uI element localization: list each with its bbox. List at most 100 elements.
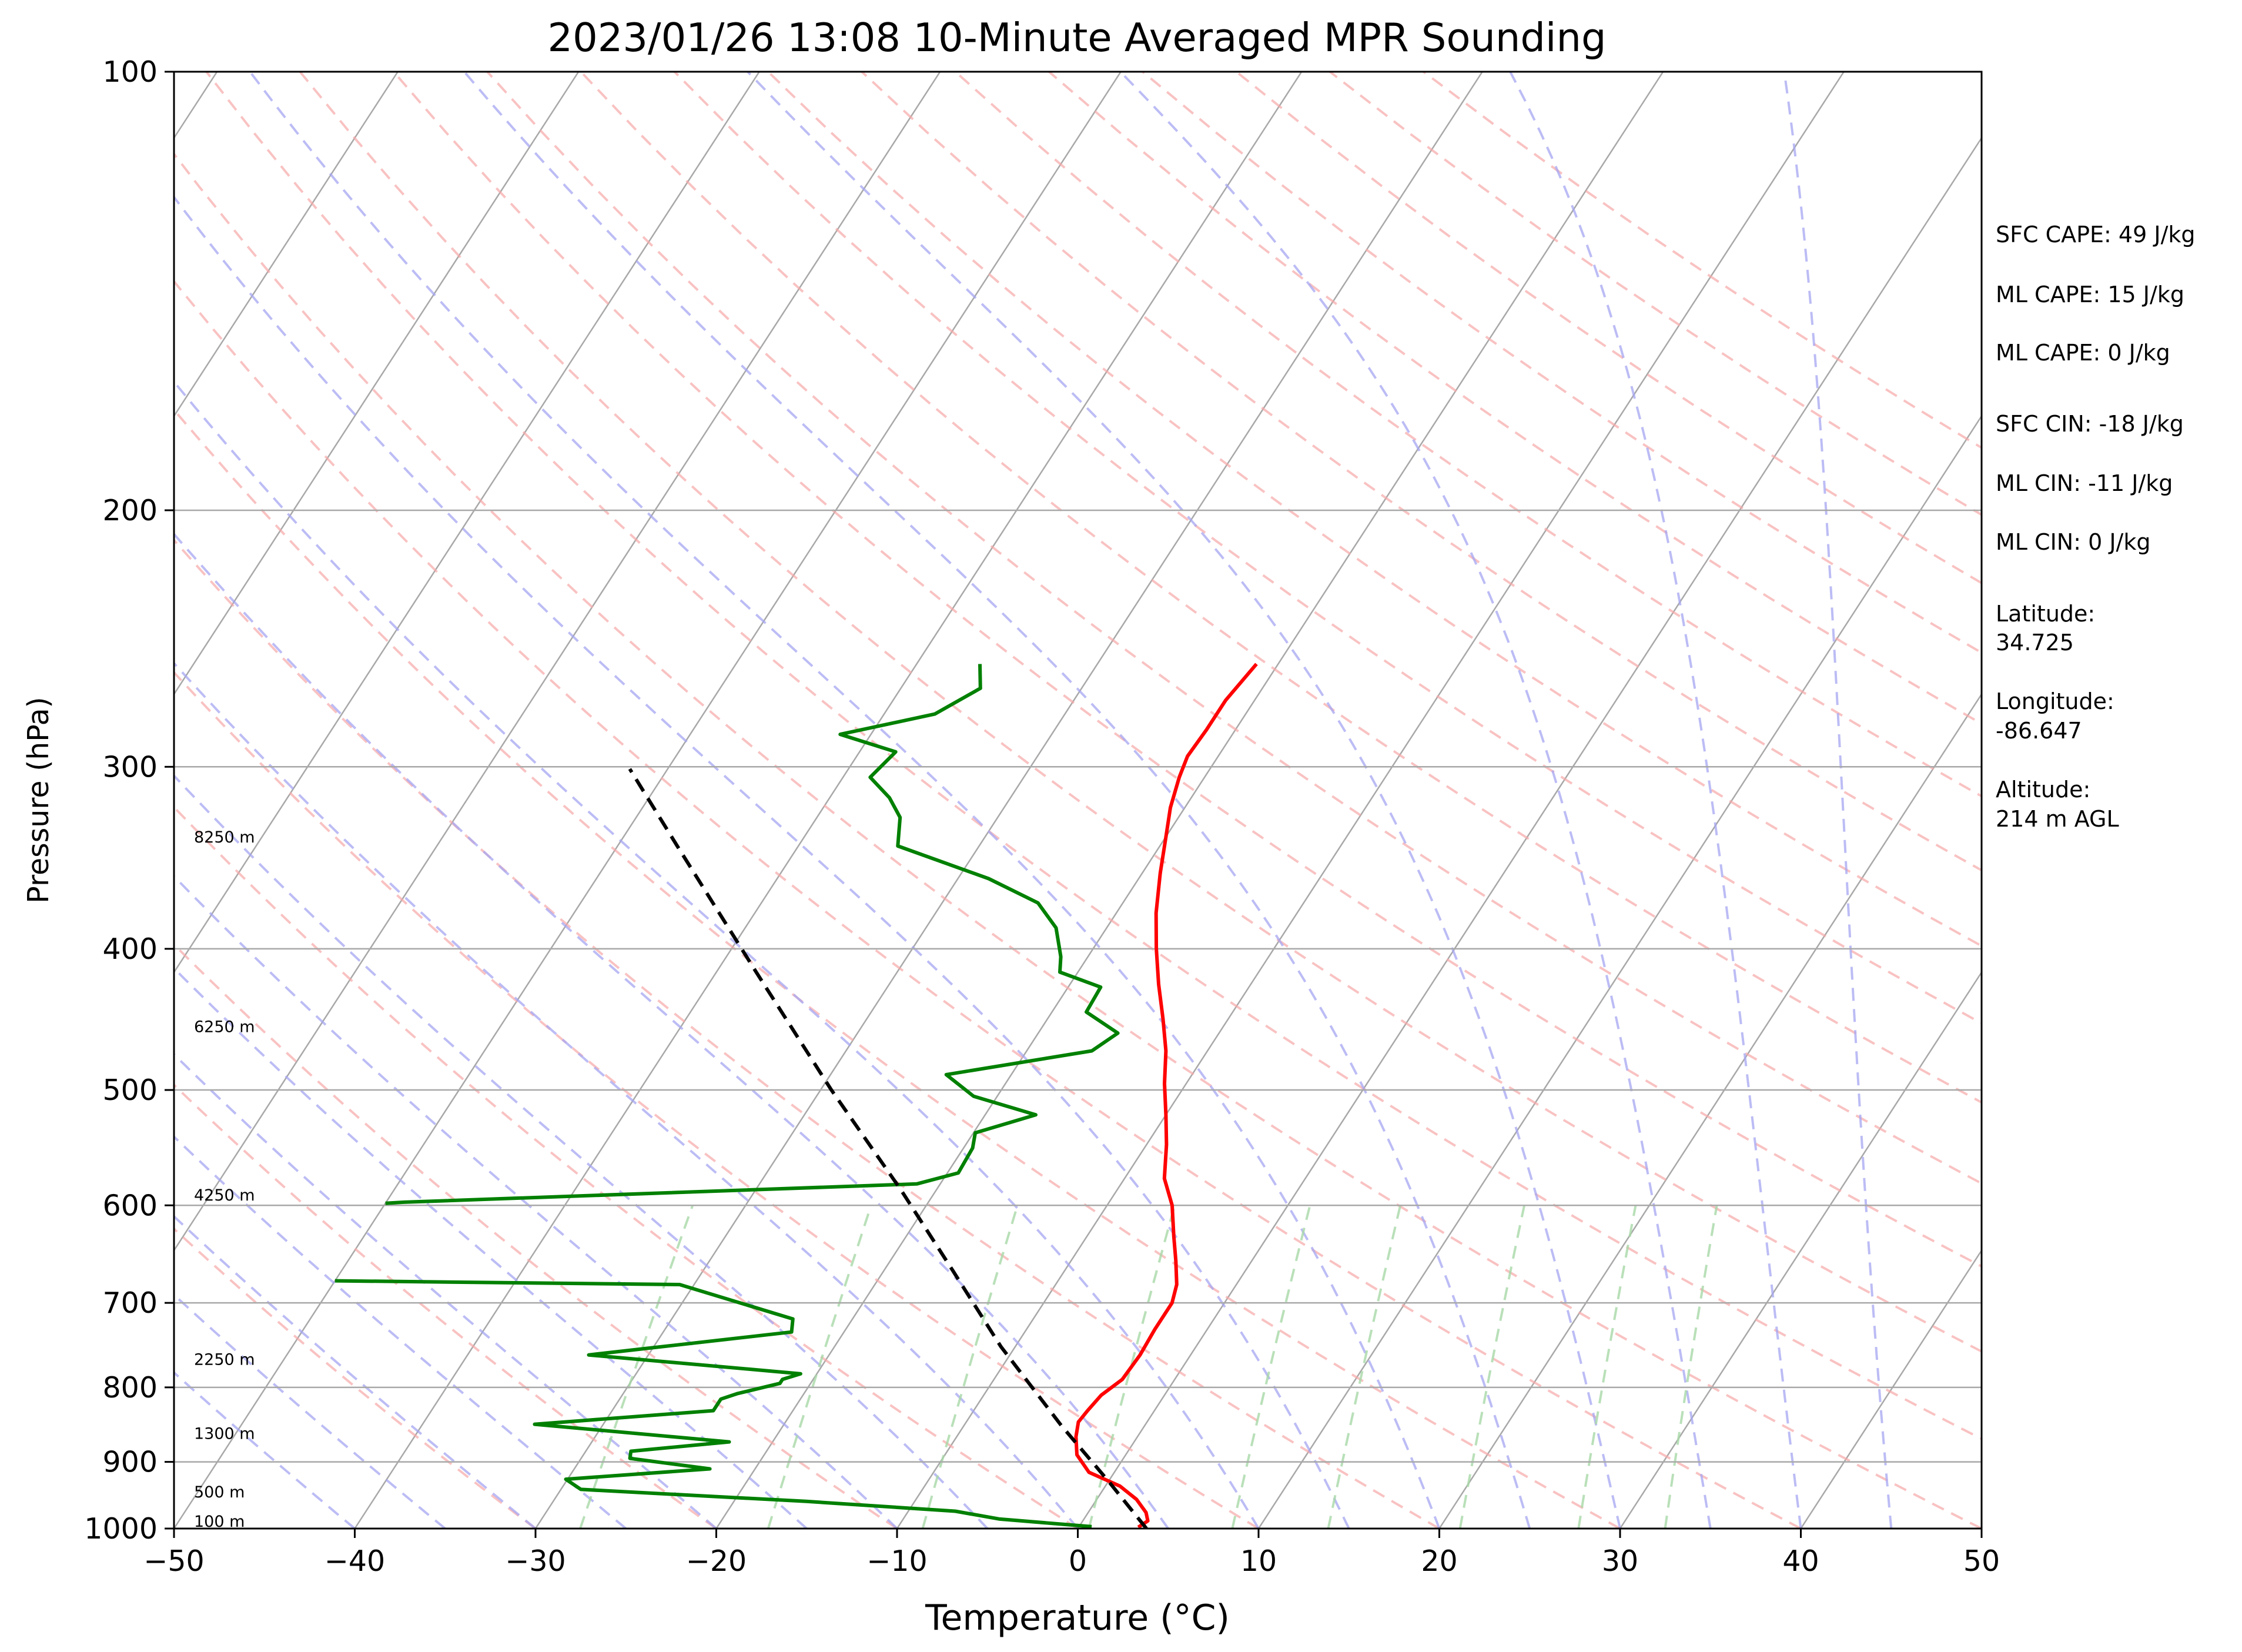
- y-tick-label: 200: [102, 494, 158, 527]
- y-axis-label: Pressure (hPa): [22, 697, 55, 903]
- mixing-ratio-line: [1664, 1205, 1718, 1529]
- info-text: 34.725: [1996, 630, 2074, 656]
- dry-adiabat-line: [486, 72, 1982, 1185]
- dry-adiabat-line: [205, 72, 1982, 1440]
- info-text: ML CAPE: 0 J/kg: [1996, 340, 2170, 366]
- moist-adiabat-line: [174, 1370, 356, 1529]
- x-axis-ticks: −50 −40 −30 −20 −10 0 10 20 30 40 50: [143, 1529, 2000, 1578]
- sounding-info-panel: SFC CAPE: 49 J/kg ML CAPE: 15 J/kg ML CAPE…: [1996, 222, 2196, 832]
- isotherm-line: [174, 72, 399, 417]
- y-axis-ticks: 100 200 300 400 500 600 700 800 900 1000: [84, 55, 174, 1546]
- moist-adiabat-line: [174, 532, 1169, 1529]
- moist-adiabat-line: [1119, 72, 1712, 1529]
- isotherm-line: [174, 72, 760, 974]
- isotherm-line: [715, 72, 1664, 1529]
- parcel-profile-line: [628, 768, 1148, 1529]
- dry-adiabat-line: [174, 538, 1440, 1529]
- x-tick-label: −10: [866, 1544, 927, 1578]
- dry-adiabat-line: [174, 670, 1260, 1529]
- isotherm-line: [1257, 414, 1982, 1529]
- mixing-ratio-line: [921, 1205, 1019, 1529]
- isotherm-line: [1077, 136, 1982, 1529]
- height-label: 100 m: [194, 1513, 245, 1531]
- height-label: 8250 m: [194, 828, 255, 847]
- x-tick-label: 0: [1069, 1544, 1087, 1578]
- info-text: -86.647: [1996, 718, 2082, 744]
- moist-adiabat-line: [174, 661, 1079, 1529]
- mixing-ratio-line: [767, 1205, 872, 1529]
- sounding-profiles: [334, 663, 1258, 1529]
- moist-adiabat-line: [174, 380, 1260, 1529]
- dry-adiabat-line: [174, 805, 1079, 1529]
- moist-adiabat-line: [1509, 72, 1802, 1529]
- temperature-line: [1074, 663, 1258, 1529]
- info-text: ML CAPE: 15 J/kg: [1996, 282, 2184, 307]
- moist-adiabat-line: [747, 72, 1621, 1529]
- isotherm-line: [1438, 693, 1982, 1529]
- x-tick-label: −30: [505, 1544, 565, 1578]
- height-labels: 100 m 500 m 1300 m 2250 m 4250 m 6250 m 8250 m: [194, 828, 255, 1531]
- y-tick-label: 500: [102, 1074, 158, 1107]
- info-text: Longitude:: [1996, 688, 2114, 714]
- y-tick-label: 600: [102, 1189, 158, 1222]
- moist-adiabat-line: [174, 874, 898, 1529]
- info-text: Latitude:: [1996, 601, 2095, 627]
- moist-adiabat-line: [174, 774, 989, 1529]
- x-tick-label: −50: [143, 1544, 204, 1578]
- x-tick-label: 50: [1963, 1544, 2000, 1578]
- moist-adiabat-line: [174, 967, 808, 1529]
- isotherm-line: [174, 72, 941, 1252]
- info-text: ML CIN: 0 J/kg: [1996, 529, 2150, 555]
- mixing-ratio-line: [1327, 1205, 1402, 1529]
- moist-adiabat-line: [463, 72, 1531, 1529]
- dry-adiabat-line: [1048, 72, 1982, 725]
- x-tick-label: −20: [686, 1544, 747, 1578]
- background-reference-lines: [174, 72, 1982, 1529]
- dry-adiabat-line: [174, 279, 1802, 1529]
- y-tick-label: 700: [102, 1286, 158, 1320]
- mixing-ratio-line: [579, 1205, 694, 1529]
- isotherm-line: [354, 72, 1303, 1529]
- x-tick-label: 10: [1240, 1544, 1277, 1578]
- height-label: 500 m: [194, 1483, 245, 1501]
- chart-title: 2023/01/26 13:08 10-Minute Averaged MPR …: [547, 15, 1606, 61]
- moist-adiabat-line: [1783, 72, 1893, 1529]
- mixing-ratio-line: [1577, 1205, 1637, 1529]
- dry-adiabat-line: [861, 72, 1982, 872]
- isotherm-line: [896, 72, 1845, 1529]
- height-label: 1300 m: [194, 1425, 255, 1443]
- dry-adiabat-line: [174, 942, 898, 1529]
- x-tick-label: 30: [1602, 1544, 1638, 1578]
- moist-adiabat-line: [174, 195, 1350, 1529]
- dewpoint-line: [334, 1279, 1092, 1529]
- mixing-ratio-line: [1458, 1205, 1526, 1529]
- info-text: SFC CAPE: 49 J/kg: [1996, 222, 2196, 248]
- isotherm-line: [174, 72, 580, 696]
- x-tick-label: 40: [1782, 1544, 1819, 1578]
- info-text: 214 m AGL: [1996, 806, 2119, 832]
- info-text: ML CIN: -11 J/kg: [1996, 470, 2173, 496]
- x-axis-label: Temperature (°C): [925, 1597, 1230, 1638]
- y-tick-label: 400: [102, 932, 158, 966]
- y-tick-label: 800: [102, 1371, 158, 1404]
- dry-adiabat-line: [393, 72, 1982, 1268]
- height-label: 2250 m: [194, 1351, 255, 1369]
- mixing-ratio-line: [1231, 1205, 1311, 1529]
- y-tick-label: 100: [102, 55, 158, 89]
- y-tick-label: 1000: [84, 1512, 158, 1546]
- dry-adiabat-line: [174, 152, 1982, 1529]
- info-text: SFC CIN: -18 J/kg: [1996, 411, 2184, 437]
- dry-adiabat-line: [673, 72, 1982, 1025]
- isotherm-line: [534, 72, 1483, 1529]
- mixing-ratio-line: [1087, 1205, 1176, 1529]
- x-tick-label: 20: [1421, 1544, 1457, 1578]
- dry-adiabat-line: [299, 72, 1982, 1353]
- moist-adiabat-line: [174, 1293, 446, 1529]
- isotherm-line: [1800, 1249, 1982, 1529]
- dry-adiabat-line: [174, 1083, 717, 1529]
- height-label: 4250 m: [194, 1186, 255, 1205]
- y-tick-label: 300: [102, 750, 158, 784]
- y-tick-label: 900: [102, 1446, 158, 1479]
- isotherm-line: [1619, 971, 1982, 1529]
